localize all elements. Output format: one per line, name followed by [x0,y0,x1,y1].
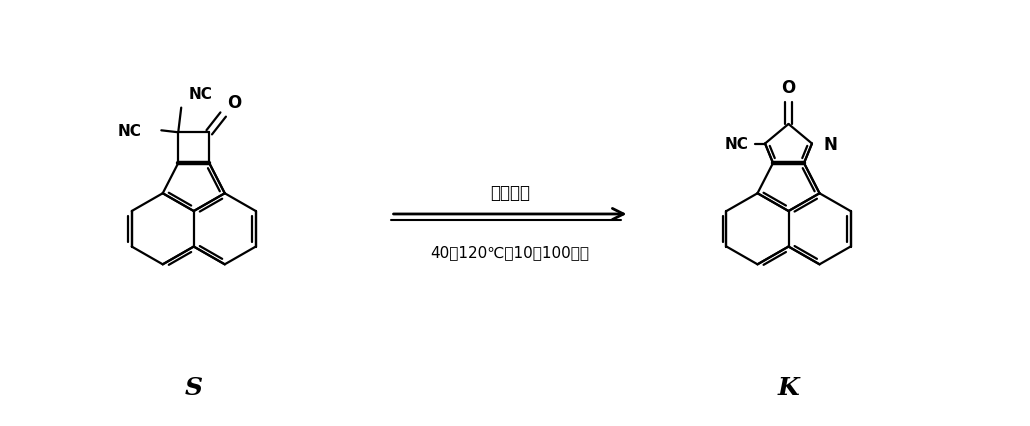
Text: N: N [824,135,837,153]
Text: S: S [184,375,203,399]
Text: O: O [782,79,795,97]
Text: 碷，溶剂: 碷，溶剂 [490,184,530,202]
Text: K: K [778,375,799,399]
Text: NC: NC [117,124,141,138]
Text: NC: NC [724,137,748,152]
Text: NC: NC [188,86,212,101]
Text: O: O [228,93,241,111]
Text: 40－120℃，10－100分钟: 40－120℃，10－100分钟 [431,245,589,259]
